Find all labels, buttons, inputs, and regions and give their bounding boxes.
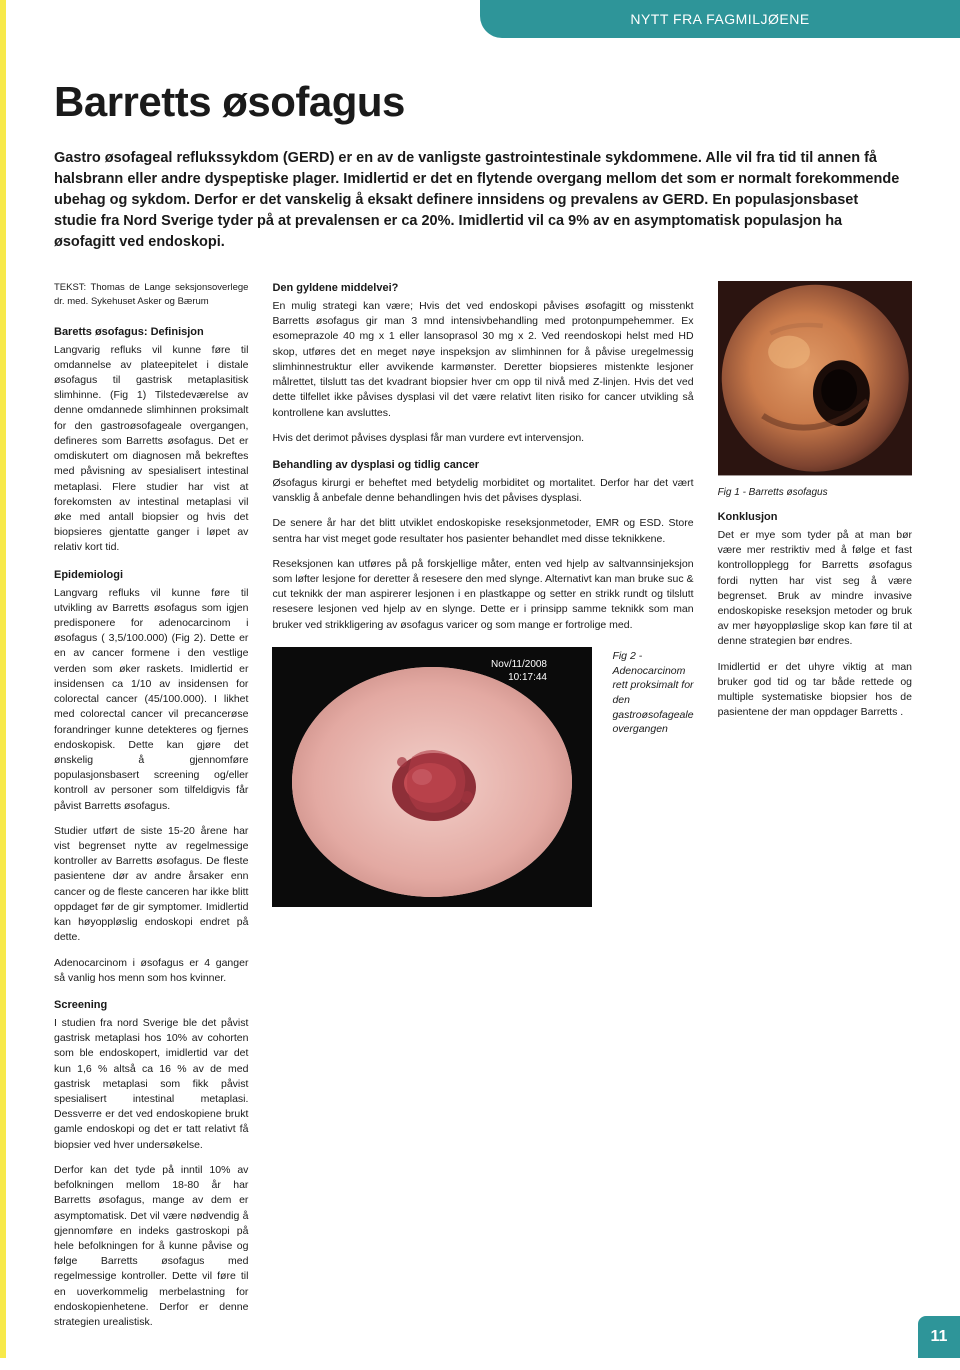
para-konk-2: Imidlertid er det uhyre viktig at man br… xyxy=(718,660,912,721)
left-accent-bar xyxy=(0,0,6,1358)
column-2: Den gyldene middelvei? En mulig strategi… xyxy=(272,281,693,1340)
column-3: Fig 1 - Barretts øsofagus Konklusjon Det… xyxy=(718,281,912,1340)
figure-1 xyxy=(718,281,912,475)
heading-konklusjon: Konklusjon xyxy=(718,510,912,526)
para-konk-1: Det er mye som tyder på at man bør være … xyxy=(718,528,912,650)
endoscopy-image-1-icon xyxy=(718,281,912,475)
page-number: 11 xyxy=(918,1316,960,1358)
page-content: Barretts øsofagus Gastro øsofageal reflu… xyxy=(0,0,960,1370)
fig2-ts2-svg: 10:17:44 xyxy=(509,672,548,683)
section-header-label: NYTT FRA FAGMILJØENE xyxy=(630,11,809,27)
para-screening-2: Derfor kan det tyde på inntil 10% av bef… xyxy=(54,1163,248,1330)
lead-paragraph: Gastro øsofageal reflukssykdom (GERD) er… xyxy=(54,148,904,253)
para-definition: Langvarig refluks vil kunne føre til omd… xyxy=(54,343,248,556)
para-beh-1: Øsofagus kirurgi er beheftet med betydel… xyxy=(272,476,693,506)
heading-epidemiology: Epidemiologi xyxy=(54,568,248,584)
para-screening-1: I studien fra nord Sverige ble det påvis… xyxy=(54,1016,248,1153)
para-mid-2: Hvis det derimot påvises dysplasi får ma… xyxy=(272,431,693,446)
para-beh-3: Reseksjonen kan utføres på på forskjelli… xyxy=(272,557,693,633)
article-title: Barretts øsofagus xyxy=(54,78,912,126)
figure-2: Nov/11/2008 10:17:44 xyxy=(272,647,592,912)
heading-behandling: Behandling av dysplasi og tidlig cancer xyxy=(272,458,693,474)
para-mid-1: En mulig strategi kan være; Hvis det ved… xyxy=(272,299,693,421)
heading-middelvei: Den gyldene middelvei? xyxy=(272,281,693,297)
figure-2-caption: Fig 2 - Adenocarcinom rett proksimalt fo… xyxy=(612,647,693,737)
para-epi-2: Studier utført de siste 15-20 årene har … xyxy=(54,824,248,946)
para-epi-1: Langvarg refluks vil kunne føre til utvi… xyxy=(54,586,248,814)
figure-2-row: Nov/11/2008 10:17:44 Fig 2 - Adenocarcin… xyxy=(272,647,693,912)
byline: TEKST: Thomas de Lange seksjonsoverlege … xyxy=(54,281,248,309)
para-beh-2: De senere år har det blitt utviklet endo… xyxy=(272,516,693,546)
fig2-ts1-svg: Nov/11/2008 xyxy=(491,659,547,670)
heading-screening: Screening xyxy=(54,998,248,1014)
figure-1-caption: Fig 1 - Barretts øsofagus xyxy=(718,486,912,501)
para-epi-3: Adenocarcinom i øsofagus er 4 ganger så … xyxy=(54,956,248,986)
section-header-band: NYTT FRA FAGMILJØENE xyxy=(480,0,960,38)
heading-definition: Baretts øsofagus: Definisjon xyxy=(54,325,248,341)
body-columns: TEKST: Thomas de Lange seksjonsoverlege … xyxy=(54,281,912,1340)
endoscopy-image-2-icon: Nov/11/2008 10:17:44 xyxy=(272,647,592,907)
column-1: TEKST: Thomas de Lange seksjonsoverlege … xyxy=(54,281,248,1340)
